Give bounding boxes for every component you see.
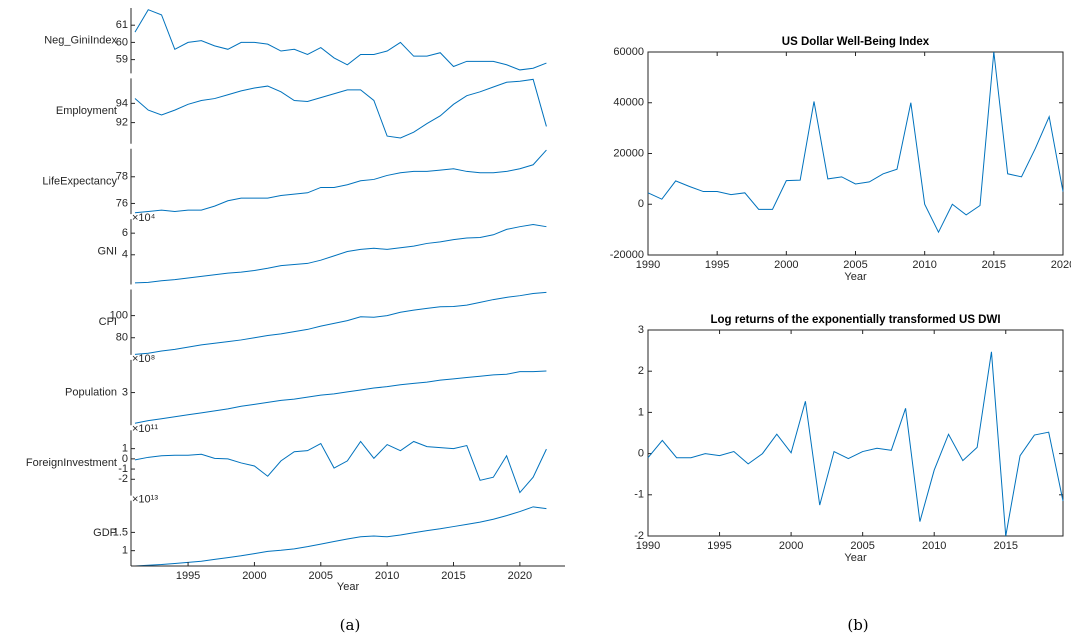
- y-tick-label: 4: [122, 249, 128, 261]
- y-label: GDP: [93, 527, 117, 539]
- x-tick-label: 2020: [1051, 259, 1071, 271]
- chart-title: US Dollar Well-Being Index: [782, 36, 930, 48]
- x-label: Year: [844, 552, 867, 564]
- y-tick-label: -20000: [610, 249, 644, 261]
- data-line: [134, 440, 547, 494]
- caption: (b): [847, 616, 868, 634]
- y-tick-label: 76: [116, 197, 128, 209]
- y-tick-label: 1: [638, 406, 644, 418]
- y-tick-label: 3: [638, 324, 644, 336]
- y-tick-label: 94: [116, 97, 128, 109]
- x-tick-label: 2000: [242, 570, 266, 582]
- x-tick-label: 2010: [375, 570, 399, 582]
- x-tick-label: 2015: [994, 540, 1018, 552]
- y-tick-label: 40000: [613, 97, 644, 109]
- scale-label: ×10¹³: [132, 494, 158, 506]
- y-label: Population: [65, 386, 117, 398]
- x-label: Year: [337, 581, 360, 593]
- y-tick-label: 6: [122, 227, 128, 239]
- y-tick-label: 0: [638, 448, 644, 460]
- y-tick-label: 80: [116, 332, 128, 344]
- y-tick-label: -2: [118, 473, 128, 485]
- scale-label: ×10⁸: [132, 353, 155, 365]
- x-tick-label: 1990: [636, 540, 660, 552]
- y-label: Neg_GiniIndex: [44, 35, 117, 47]
- y-tick-label: 1.5: [113, 526, 128, 538]
- data-line: [647, 51, 1064, 234]
- x-tick-label: 1995: [707, 540, 731, 552]
- data-line: [134, 149, 547, 214]
- y-label: GNI: [97, 246, 117, 258]
- y-tick-label: 78: [116, 171, 128, 183]
- y-label: ForeignInvestment: [26, 457, 117, 469]
- scale-label: ×10⁴: [132, 212, 156, 224]
- x-tick-label: 1995: [705, 259, 729, 271]
- y-tick-label: -1: [634, 489, 644, 501]
- y-tick-label: 60000: [613, 46, 644, 58]
- data-line: [134, 506, 547, 567]
- scale-label: ×10¹¹: [132, 423, 158, 435]
- x-tick-label: 2005: [309, 570, 333, 582]
- x-tick-label: 2020: [508, 570, 532, 582]
- plot-box: [647, 329, 1064, 537]
- x-tick-label: 2005: [850, 540, 874, 552]
- x-tick-label: 2005: [843, 259, 867, 271]
- chart-title: Log returns of the exponentially transfo…: [710, 314, 1000, 326]
- y-tick-label: 3: [122, 386, 128, 398]
- x-tick-label: 2015: [441, 570, 465, 582]
- y-label: Employment: [56, 105, 117, 117]
- y-tick-label: 0: [638, 198, 644, 210]
- x-tick-label: 2010: [912, 259, 936, 271]
- y-label: CPI: [99, 316, 117, 328]
- data-line: [647, 351, 1064, 537]
- y-tick-label: 92: [116, 117, 128, 129]
- x-tick-label: 2000: [779, 540, 803, 552]
- y-label: LifeExpectancy: [42, 175, 117, 187]
- y-tick-label: -2: [634, 530, 644, 542]
- x-label: Year: [844, 271, 867, 283]
- y-tick-label: 20000: [613, 147, 644, 159]
- y-tick-label: 0: [122, 453, 128, 465]
- x-tick-label: 2010: [922, 540, 946, 552]
- plot-box: [647, 51, 1064, 256]
- y-tick-label: 100: [110, 310, 128, 322]
- y-tick-label: -1: [118, 463, 128, 475]
- x-tick-label: 2000: [774, 259, 798, 271]
- x-tick-label: 1990: [636, 259, 660, 271]
- x-tick-label: 1995: [176, 570, 200, 582]
- data-line: [134, 370, 547, 424]
- data-line: [134, 9, 547, 71]
- y-tick-label: 2: [638, 365, 644, 377]
- y-tick-label: 1: [122, 443, 128, 455]
- y-tick-label: 61: [116, 19, 128, 31]
- data-line: [134, 78, 547, 139]
- y-tick-label: 59: [116, 54, 128, 66]
- data-line: [134, 224, 547, 284]
- data-line: [134, 291, 547, 355]
- y-tick-label: 1: [122, 545, 128, 557]
- x-tick-label: 2015: [982, 259, 1006, 271]
- caption: (a): [340, 616, 361, 634]
- y-tick-label: 60: [116, 36, 128, 48]
